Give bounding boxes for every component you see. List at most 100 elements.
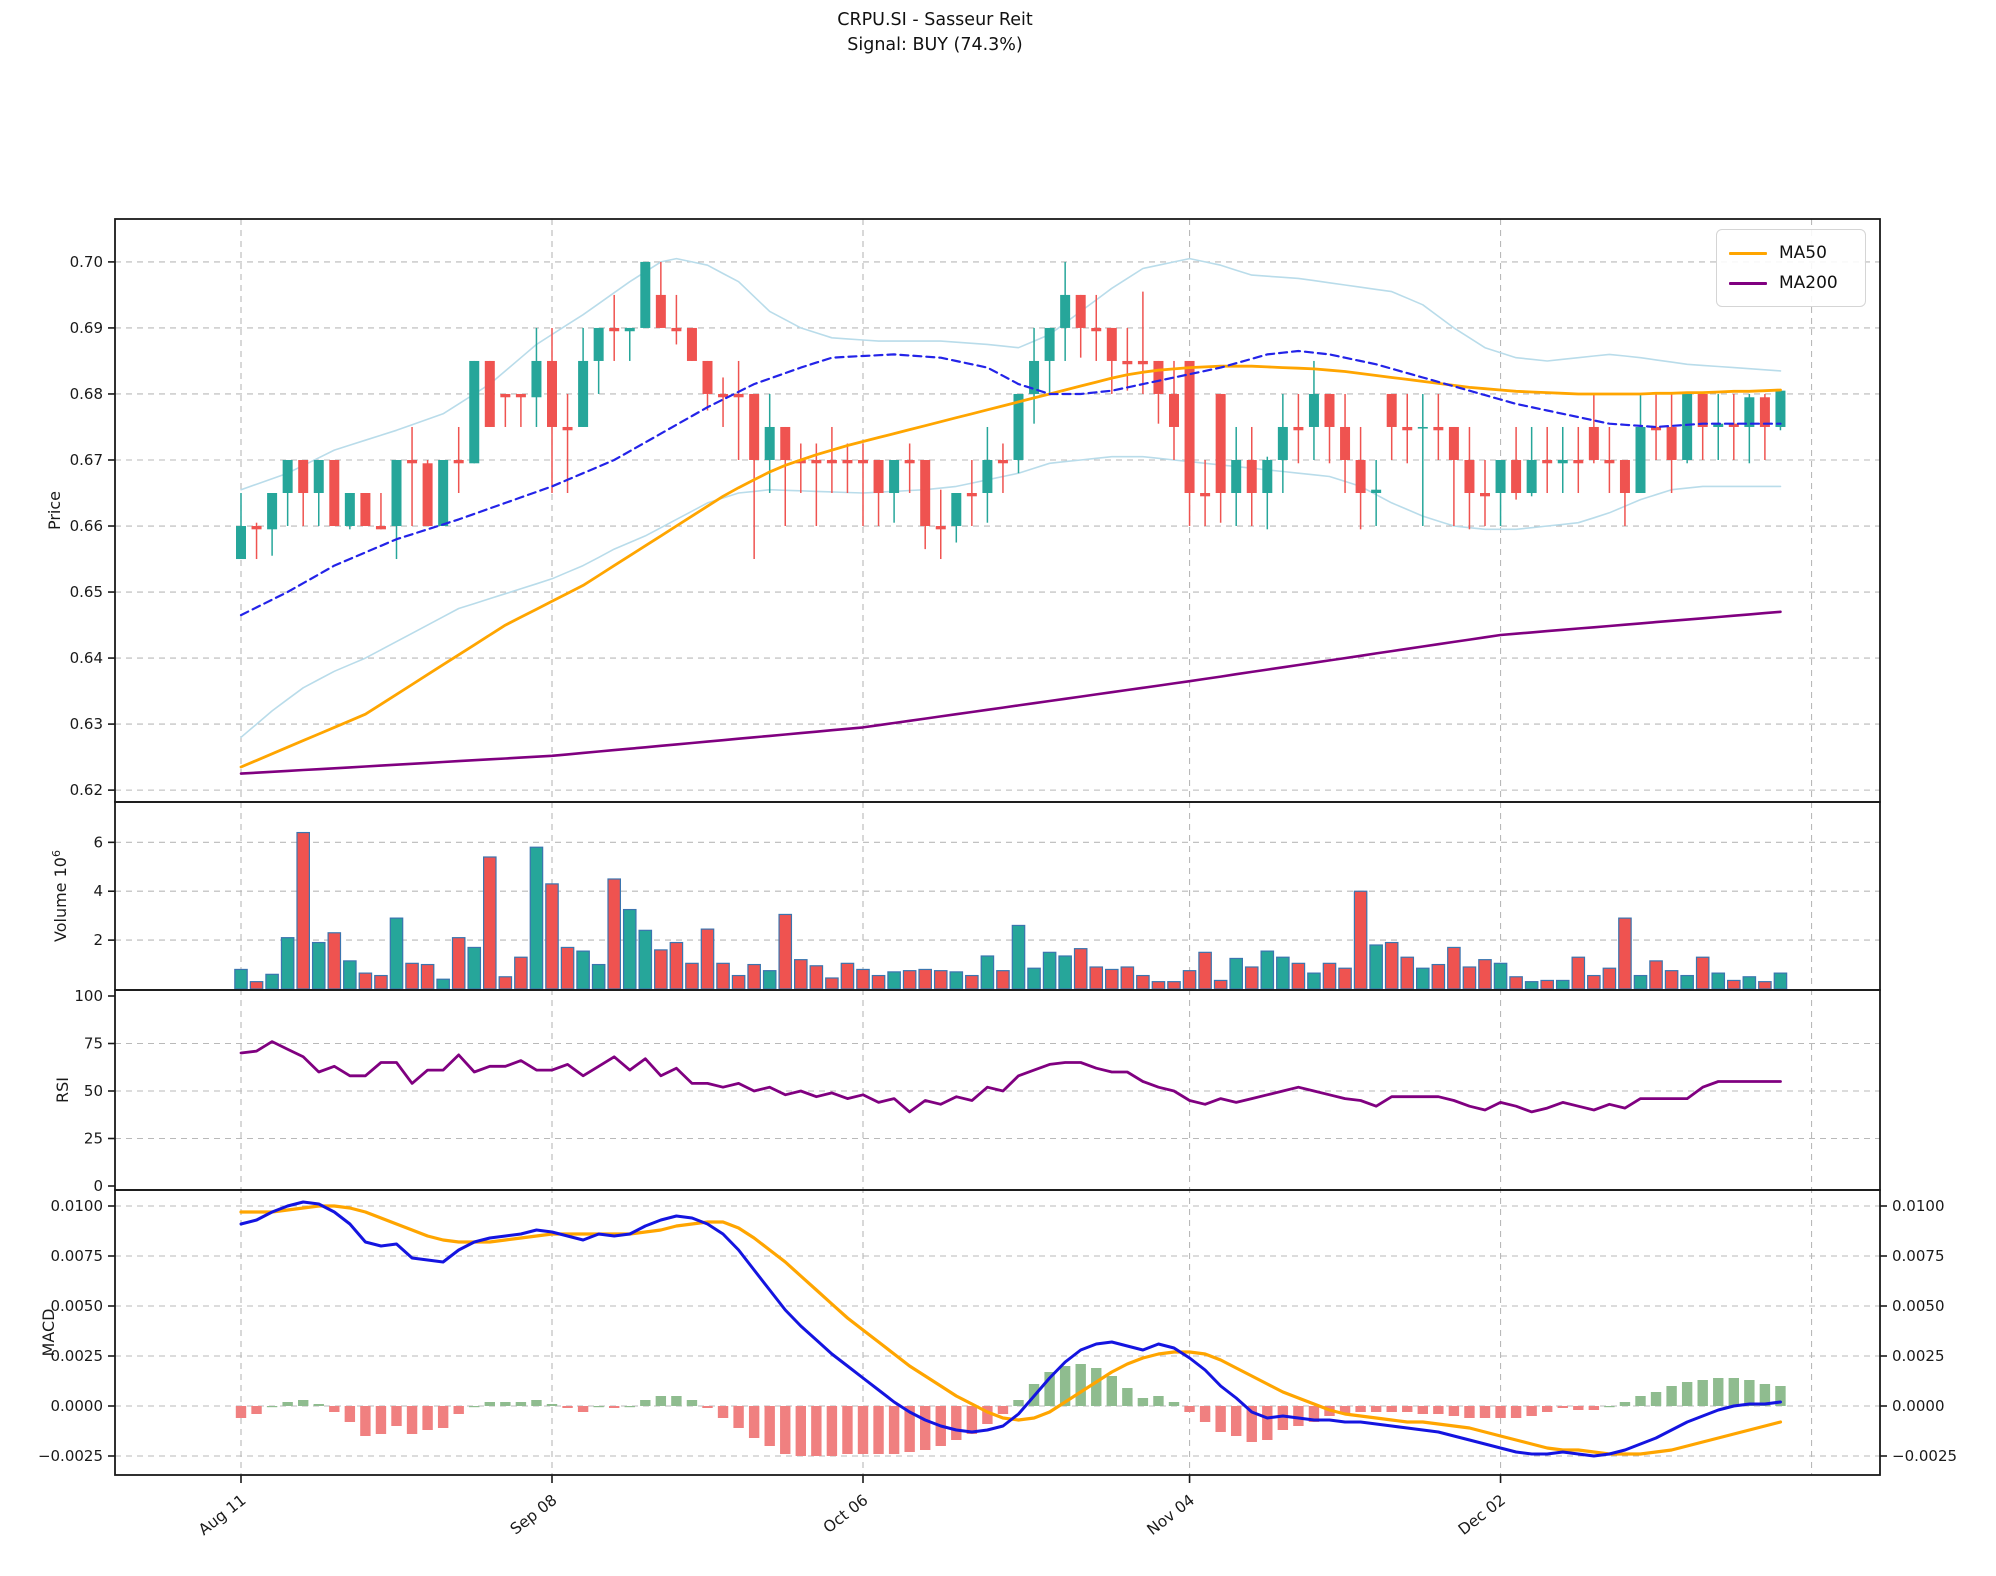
candle-body: [1308, 393, 1319, 427]
macd-histogram-bar: [997, 1406, 1009, 1414]
candle-body: [1495, 459, 1506, 494]
bollinger-bands: [240, 257, 1782, 739]
volume-bar: [1493, 962, 1508, 990]
candle-body: [1480, 493, 1490, 497]
volume-bar: [498, 976, 513, 990]
candle-body: [267, 493, 278, 530]
candle-body: [1371, 489, 1382, 494]
candle-body: [375, 526, 386, 530]
macd-histogram-bar: [1681, 1382, 1693, 1406]
macd-histogram-bar: [1339, 1406, 1351, 1414]
price-tick-label: 0.64: [70, 649, 103, 667]
macd-histogram-bar: [1728, 1378, 1739, 1406]
panel-borders: [114, 218, 1881, 1476]
volume-bar: [716, 962, 730, 990]
candle-body: [1262, 459, 1273, 494]
x-tick-label: Sep 08: [507, 1491, 561, 1538]
volume-bar: [1011, 924, 1026, 990]
volume-bar: [1027, 967, 1041, 990]
candle-body: [531, 360, 542, 398]
volume-bar: [1244, 966, 1259, 990]
macd-histogram-bar: [484, 1402, 495, 1406]
price-tick-label: 0.62: [70, 781, 103, 799]
macd-histogram-bar: [531, 1400, 542, 1406]
moving-averages: [239, 349, 1782, 775]
macd-histogram-bar: [842, 1406, 853, 1454]
macd-histogram-bar: [1370, 1406, 1382, 1412]
candle-body: [1386, 393, 1397, 427]
volume-tick-label: 4: [93, 882, 103, 900]
legend-item-ma200: MA200: [1729, 268, 1853, 298]
candle-body: [500, 393, 511, 398]
macd-histogram-bar: [1619, 1402, 1631, 1406]
macd-histogram-bar: [1650, 1392, 1662, 1406]
macd-histogram-bar: [437, 1406, 449, 1428]
macd-histogram-bar: [1386, 1406, 1397, 1412]
candle-body: [1635, 426, 1646, 494]
macd-histogram-bar: [577, 1406, 589, 1412]
macd-histogram-bar: [1091, 1368, 1102, 1406]
volume-bar: [483, 856, 497, 990]
candle-body: [1526, 459, 1537, 494]
volume-bar: [700, 928, 715, 990]
candle-body: [811, 459, 822, 464]
volume-bar: [1276, 956, 1290, 990]
macd-histogram-bar: [640, 1400, 651, 1406]
candle-body: [407, 459, 418, 464]
volume-bar: [933, 970, 948, 990]
candle-body: [344, 493, 355, 527]
volume-bar: [1073, 948, 1088, 990]
macd-histogram-bar: [966, 1406, 978, 1434]
candle-body: [889, 459, 900, 494]
candle-body: [718, 393, 729, 398]
candle-body: [702, 360, 713, 394]
volume-bar: [529, 846, 544, 990]
candle-body: [997, 459, 1008, 464]
macd-histogram-bar: [1697, 1380, 1708, 1406]
macd-histogram-bar: [764, 1406, 775, 1446]
volume-bar: [1229, 957, 1243, 990]
volume-panel-border: [114, 801, 1881, 991]
macd-histogram-bar: [1277, 1406, 1289, 1430]
candle-body: [749, 393, 760, 460]
candle-body: [1744, 397, 1755, 427]
macd-histogram-bar: [282, 1402, 293, 1406]
macd-histogram-bar: [251, 1406, 262, 1414]
volume-bar: [327, 932, 342, 990]
candle-body: [391, 459, 402, 527]
volume-bar: [405, 962, 419, 990]
macd-histogram-bar: [1199, 1406, 1211, 1422]
candlesticks: [236, 261, 1786, 560]
candle-body: [1759, 397, 1770, 427]
volume-bar: [1307, 972, 1321, 990]
candle-body: [655, 294, 666, 328]
macd-histogram-bar: [624, 1406, 635, 1408]
legend-swatch: [1729, 281, 1767, 285]
candle-body: [1293, 426, 1304, 431]
macd-histogram-bar: [375, 1406, 387, 1434]
candle-body: [562, 426, 573, 431]
candle-body: [951, 493, 962, 527]
rsi-tick-label: 25: [84, 1130, 103, 1148]
volume-bar: [374, 974, 388, 990]
candle-body: [1651, 426, 1662, 431]
volume-bar: [280, 937, 295, 990]
candle-body: [1448, 426, 1459, 460]
chart-title: CRPU.SI - Sasseur Reit Signal: BUY (74.3…: [837, 8, 1033, 59]
candle-body: [1153, 360, 1164, 394]
candle-body: [1277, 426, 1288, 460]
macd-histogram-bar: [826, 1406, 838, 1456]
x-tick-label: Dec 02: [1455, 1491, 1509, 1539]
volume-bar: [1695, 956, 1710, 990]
macd-histogram-bar: [671, 1396, 682, 1406]
volume-bar: [249, 981, 264, 990]
macd-lines: [239, 1200, 1783, 1458]
macd-histogram-bar: [360, 1406, 371, 1436]
volume-bar: [825, 977, 839, 990]
candle-body: [1169, 393, 1179, 427]
macd-histogram-bar: [1759, 1384, 1771, 1406]
volume-bar: [311, 941, 326, 990]
candle-body: [1137, 360, 1148, 365]
macd-histogram-bar: [1184, 1406, 1195, 1412]
